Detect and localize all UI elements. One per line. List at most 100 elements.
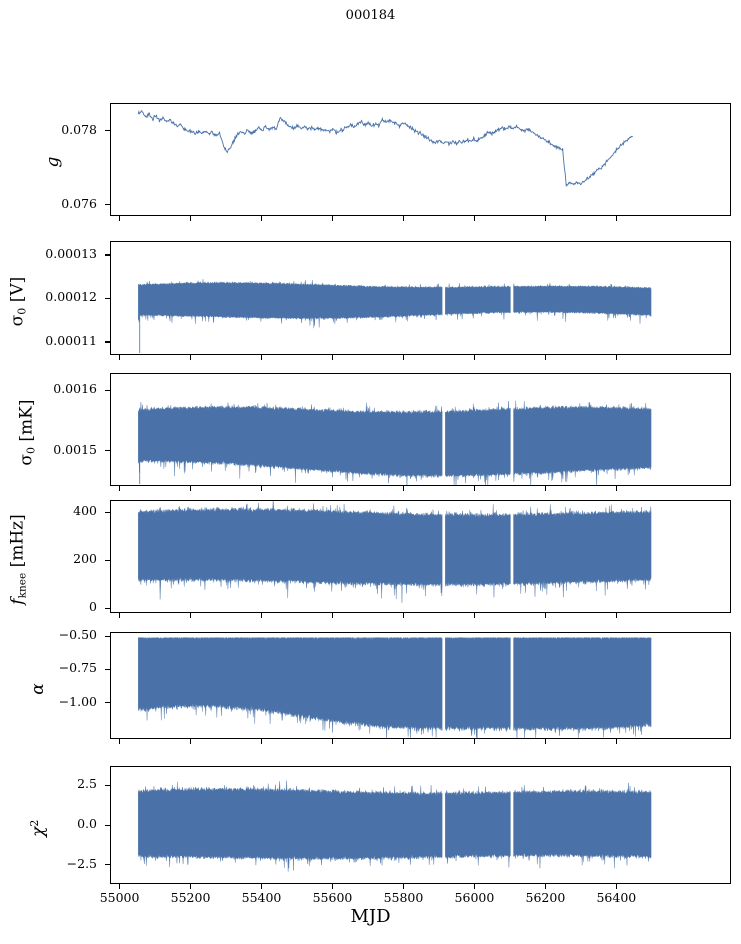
chi-squared-axis-label: χ2 (27, 819, 49, 837)
sigma0-volts-noise-band (138, 279, 443, 329)
f-knee-noise-band (138, 501, 443, 603)
x-tick-mark (473, 355, 475, 360)
x-tick-mark (190, 739, 192, 744)
x-tick-mark (402, 739, 404, 744)
x-tick-label: 55800 (383, 890, 424, 905)
x-tick-mark (260, 486, 263, 491)
f-knee-axis-label: fknee [mHz] (7, 514, 29, 605)
alpha-ytick-mark (105, 635, 110, 637)
x-tick-mark (331, 216, 334, 221)
x-tick-mark (119, 355, 121, 360)
panel-sigma0-volts (110, 241, 731, 355)
sigma0-millikelvin-noise-band (513, 400, 652, 485)
sigma0-millikelvin-ytick-label: 0.0016 (53, 381, 97, 396)
chi-squared-noise-band (513, 782, 652, 869)
x-tick-mark (615, 884, 617, 889)
x-tick-mark (615, 486, 617, 491)
x-tick-mark (402, 884, 404, 889)
gain-ytick-mark (105, 130, 110, 132)
x-tick-mark (260, 355, 263, 360)
x-tick-mark (119, 216, 121, 221)
alpha-noise-band (513, 637, 652, 738)
sigma0-volts-ytick-mark (105, 254, 110, 256)
x-tick-mark (190, 216, 192, 221)
panel-gain (110, 103, 731, 216)
x-tick-label: 55200 (170, 890, 211, 905)
x-tick-mark (119, 884, 121, 889)
f-knee-ytick-mark (105, 559, 110, 561)
x-tick-mark (544, 216, 546, 221)
x-tick-mark (260, 216, 263, 221)
alpha-ytick-mark (105, 702, 110, 704)
x-tick-mark (190, 355, 192, 360)
sigma0-volts-noise-band (445, 283, 511, 320)
x-tick-mark (473, 739, 475, 744)
x-tick-mark (260, 884, 263, 889)
x-tick-mark (190, 486, 192, 491)
x-tick-mark (331, 355, 334, 360)
sigma0-millikelvin-ytick-mark (105, 450, 110, 452)
chi-squared-ytick-label: −2.5 (66, 855, 97, 871)
f-knee-plot-area (138, 501, 652, 603)
sigma0-volts-axis-label: σ0 [V] (7, 276, 29, 327)
x-tick-mark (260, 613, 263, 618)
gain-plot-area (111, 104, 730, 215)
x-tick-label: 56400 (596, 890, 637, 905)
sigma0-millikelvin-plot-area (138, 400, 652, 485)
x-tick-mark (615, 355, 617, 360)
figure-title: 000184 (345, 8, 396, 23)
alpha-ytick-label: −0.75 (58, 660, 97, 676)
sigma0-volts-noise-band (513, 282, 652, 324)
x-tick-label: 56000 (454, 890, 495, 905)
x-tick-mark (473, 216, 475, 221)
x-tick-mark (402, 613, 404, 618)
x-tick-mark (544, 486, 546, 491)
sigma0-volts-ytick-mark (105, 341, 110, 343)
x-tick-mark (119, 486, 121, 491)
chi-squared-ytick-label: 0.0 (77, 816, 97, 831)
chi-squared-ytick-label: 2.5 (77, 776, 97, 792)
x-tick-label: 55600 (312, 890, 353, 905)
x-tick-mark (615, 739, 617, 744)
x-tick-mark (473, 613, 475, 618)
sigma0-volts-plot-area (138, 279, 652, 354)
sigma0-volts-ytick-mark (105, 297, 110, 300)
chi-squared-ytick-mark (105, 864, 110, 866)
x-tick-mark (190, 884, 192, 889)
x-tick-mark (544, 355, 546, 360)
x-tick-label: 56200 (525, 890, 566, 905)
sigma0-millikelvin-axis-label: σ0 [mK] (16, 399, 38, 466)
alpha-ytick-mark (105, 668, 110, 671)
x-tick-mark (615, 216, 617, 221)
x-axis-label: MJD (350, 906, 391, 927)
panel-alpha (110, 632, 731, 739)
alpha-ytick-label: −0.50 (58, 627, 97, 642)
f-knee-ytick-mark (105, 511, 110, 514)
chi-squared-noise-band (138, 780, 443, 872)
chi-squared-ytick-mark (105, 784, 110, 786)
x-tick-mark (402, 486, 404, 491)
x-tick-mark (544, 739, 546, 744)
chi-squared-plot-area (138, 780, 652, 872)
x-tick-mark (190, 613, 192, 618)
x-tick-mark (615, 613, 617, 618)
f-knee-noise-band (513, 504, 652, 598)
x-tick-label: 55400 (241, 890, 282, 905)
panel-chi-squared (110, 766, 731, 884)
x-axis-ticks: 55000 55200 55400 55600 55800 56000 56200 56400 (0, 884, 741, 906)
f-knee-ytick-mark (105, 607, 110, 609)
x-tick-mark (331, 884, 334, 889)
x-tick-mark (473, 884, 475, 889)
gain-trace (138, 111, 633, 186)
alpha-ytick-label: −1.00 (58, 693, 97, 709)
x-tick-mark (331, 739, 334, 744)
x-tick-label: 55000 (99, 890, 140, 905)
sigma0-millikelvin-noise-band (445, 400, 511, 485)
sigma0-millikelvin-noise-band (138, 401, 443, 485)
sigma0-millikelvin-ytick-label: 0.0015 (53, 441, 97, 457)
sigma0-millikelvin-ytick-mark (105, 389, 110, 391)
x-tick-mark (331, 486, 334, 491)
alpha-noise-band (138, 636, 443, 738)
x-tick-mark (119, 739, 121, 744)
